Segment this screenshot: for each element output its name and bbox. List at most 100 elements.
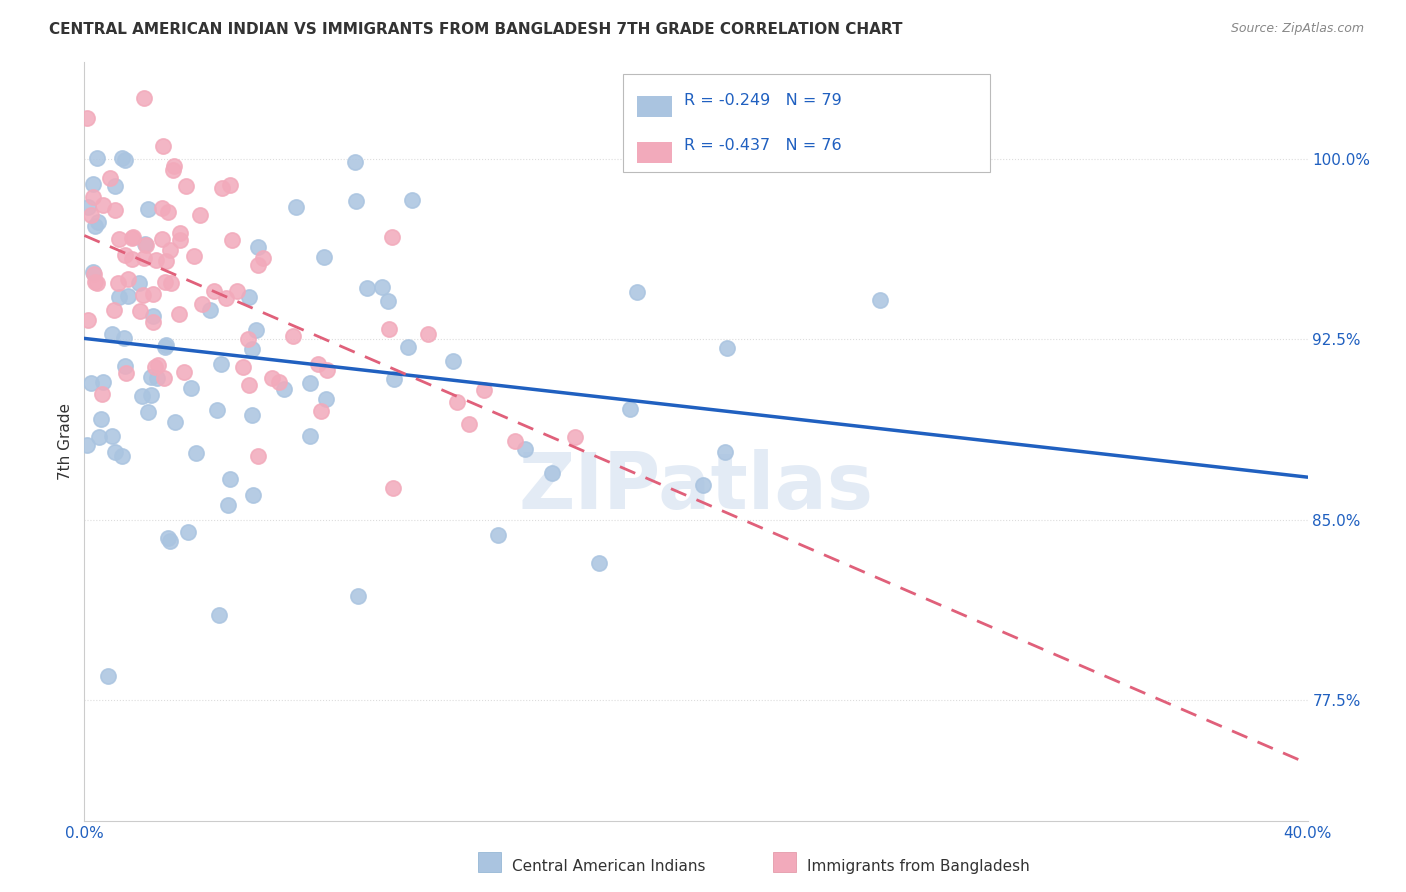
Point [121,230,143,244]
Point [541,466,564,480]
Point [84,219,107,234]
Point [238,377,260,392]
Point [240,342,263,356]
Point [76,438,98,452]
Point [104,203,127,218]
Point [104,445,127,459]
Point [564,430,586,444]
Point [173,365,195,379]
Point [441,354,464,368]
Point [202,284,225,298]
Point [110,449,132,463]
Point [714,444,737,458]
Point [246,258,269,272]
Point [159,243,181,257]
Point [273,382,295,396]
Point [396,340,419,354]
Point [159,533,181,548]
Point [298,429,321,443]
Point [588,557,610,571]
Point [157,532,180,546]
Point [107,290,129,304]
Text: R = -0.437   N = 76: R = -0.437 N = 76 [683,138,841,153]
Point [267,376,290,390]
Point [132,251,155,265]
Point [236,332,259,346]
Point [184,446,207,460]
Point [347,589,370,603]
Point [312,250,335,264]
Point [91,198,114,212]
Point [142,315,165,329]
Point [163,159,186,173]
Point [132,288,155,302]
Point [472,383,495,397]
Point [692,477,714,491]
Point [152,138,174,153]
Point [107,277,129,291]
Point [177,525,200,540]
Point [370,280,392,294]
Point [112,331,135,345]
Point [142,287,165,301]
Point [183,250,205,264]
Point [180,381,202,395]
Point [107,232,129,246]
Point [83,267,105,281]
Point [135,238,157,252]
Point [247,449,270,463]
Text: Central American Indians: Central American Indians [512,859,706,873]
Point [344,155,367,169]
Point [87,430,110,444]
Point [162,163,184,178]
Point [121,252,143,266]
Point [76,111,98,125]
Bar [637,142,672,162]
Point [198,303,221,318]
Point [155,340,177,354]
Point [283,329,305,343]
Point [101,429,124,443]
Point [80,208,103,222]
Text: ZIPatlas: ZIPatlas [519,449,873,525]
Point [262,371,284,385]
Point [134,237,156,252]
Point [619,402,641,417]
Point [299,376,322,390]
Point [103,303,125,318]
FancyBboxPatch shape [623,74,990,172]
Point [139,369,162,384]
Point [486,527,509,541]
Point [307,357,329,371]
Point [381,230,404,244]
Point [252,251,274,265]
Point [131,389,153,403]
Point [503,434,526,448]
Point [191,297,214,311]
Point [82,178,104,192]
Point [418,326,440,341]
Point [111,151,134,165]
Text: Immigrants from Bangladesh: Immigrants from Bangladesh [807,859,1029,873]
Point [209,357,232,371]
Point [145,371,167,385]
Point [219,178,242,192]
Point [156,204,179,219]
Bar [637,96,672,117]
Point [77,200,100,214]
Point [83,275,105,289]
Point [215,291,238,305]
Point [97,669,120,683]
Point [226,284,249,298]
Point [139,388,162,402]
Point [136,202,159,217]
Point [155,276,177,290]
Point [90,412,112,426]
Point [142,310,165,324]
Point [114,359,136,373]
Point [377,322,399,336]
Point [98,171,121,186]
Point [169,307,191,321]
Point [104,178,127,193]
Point [101,326,124,341]
